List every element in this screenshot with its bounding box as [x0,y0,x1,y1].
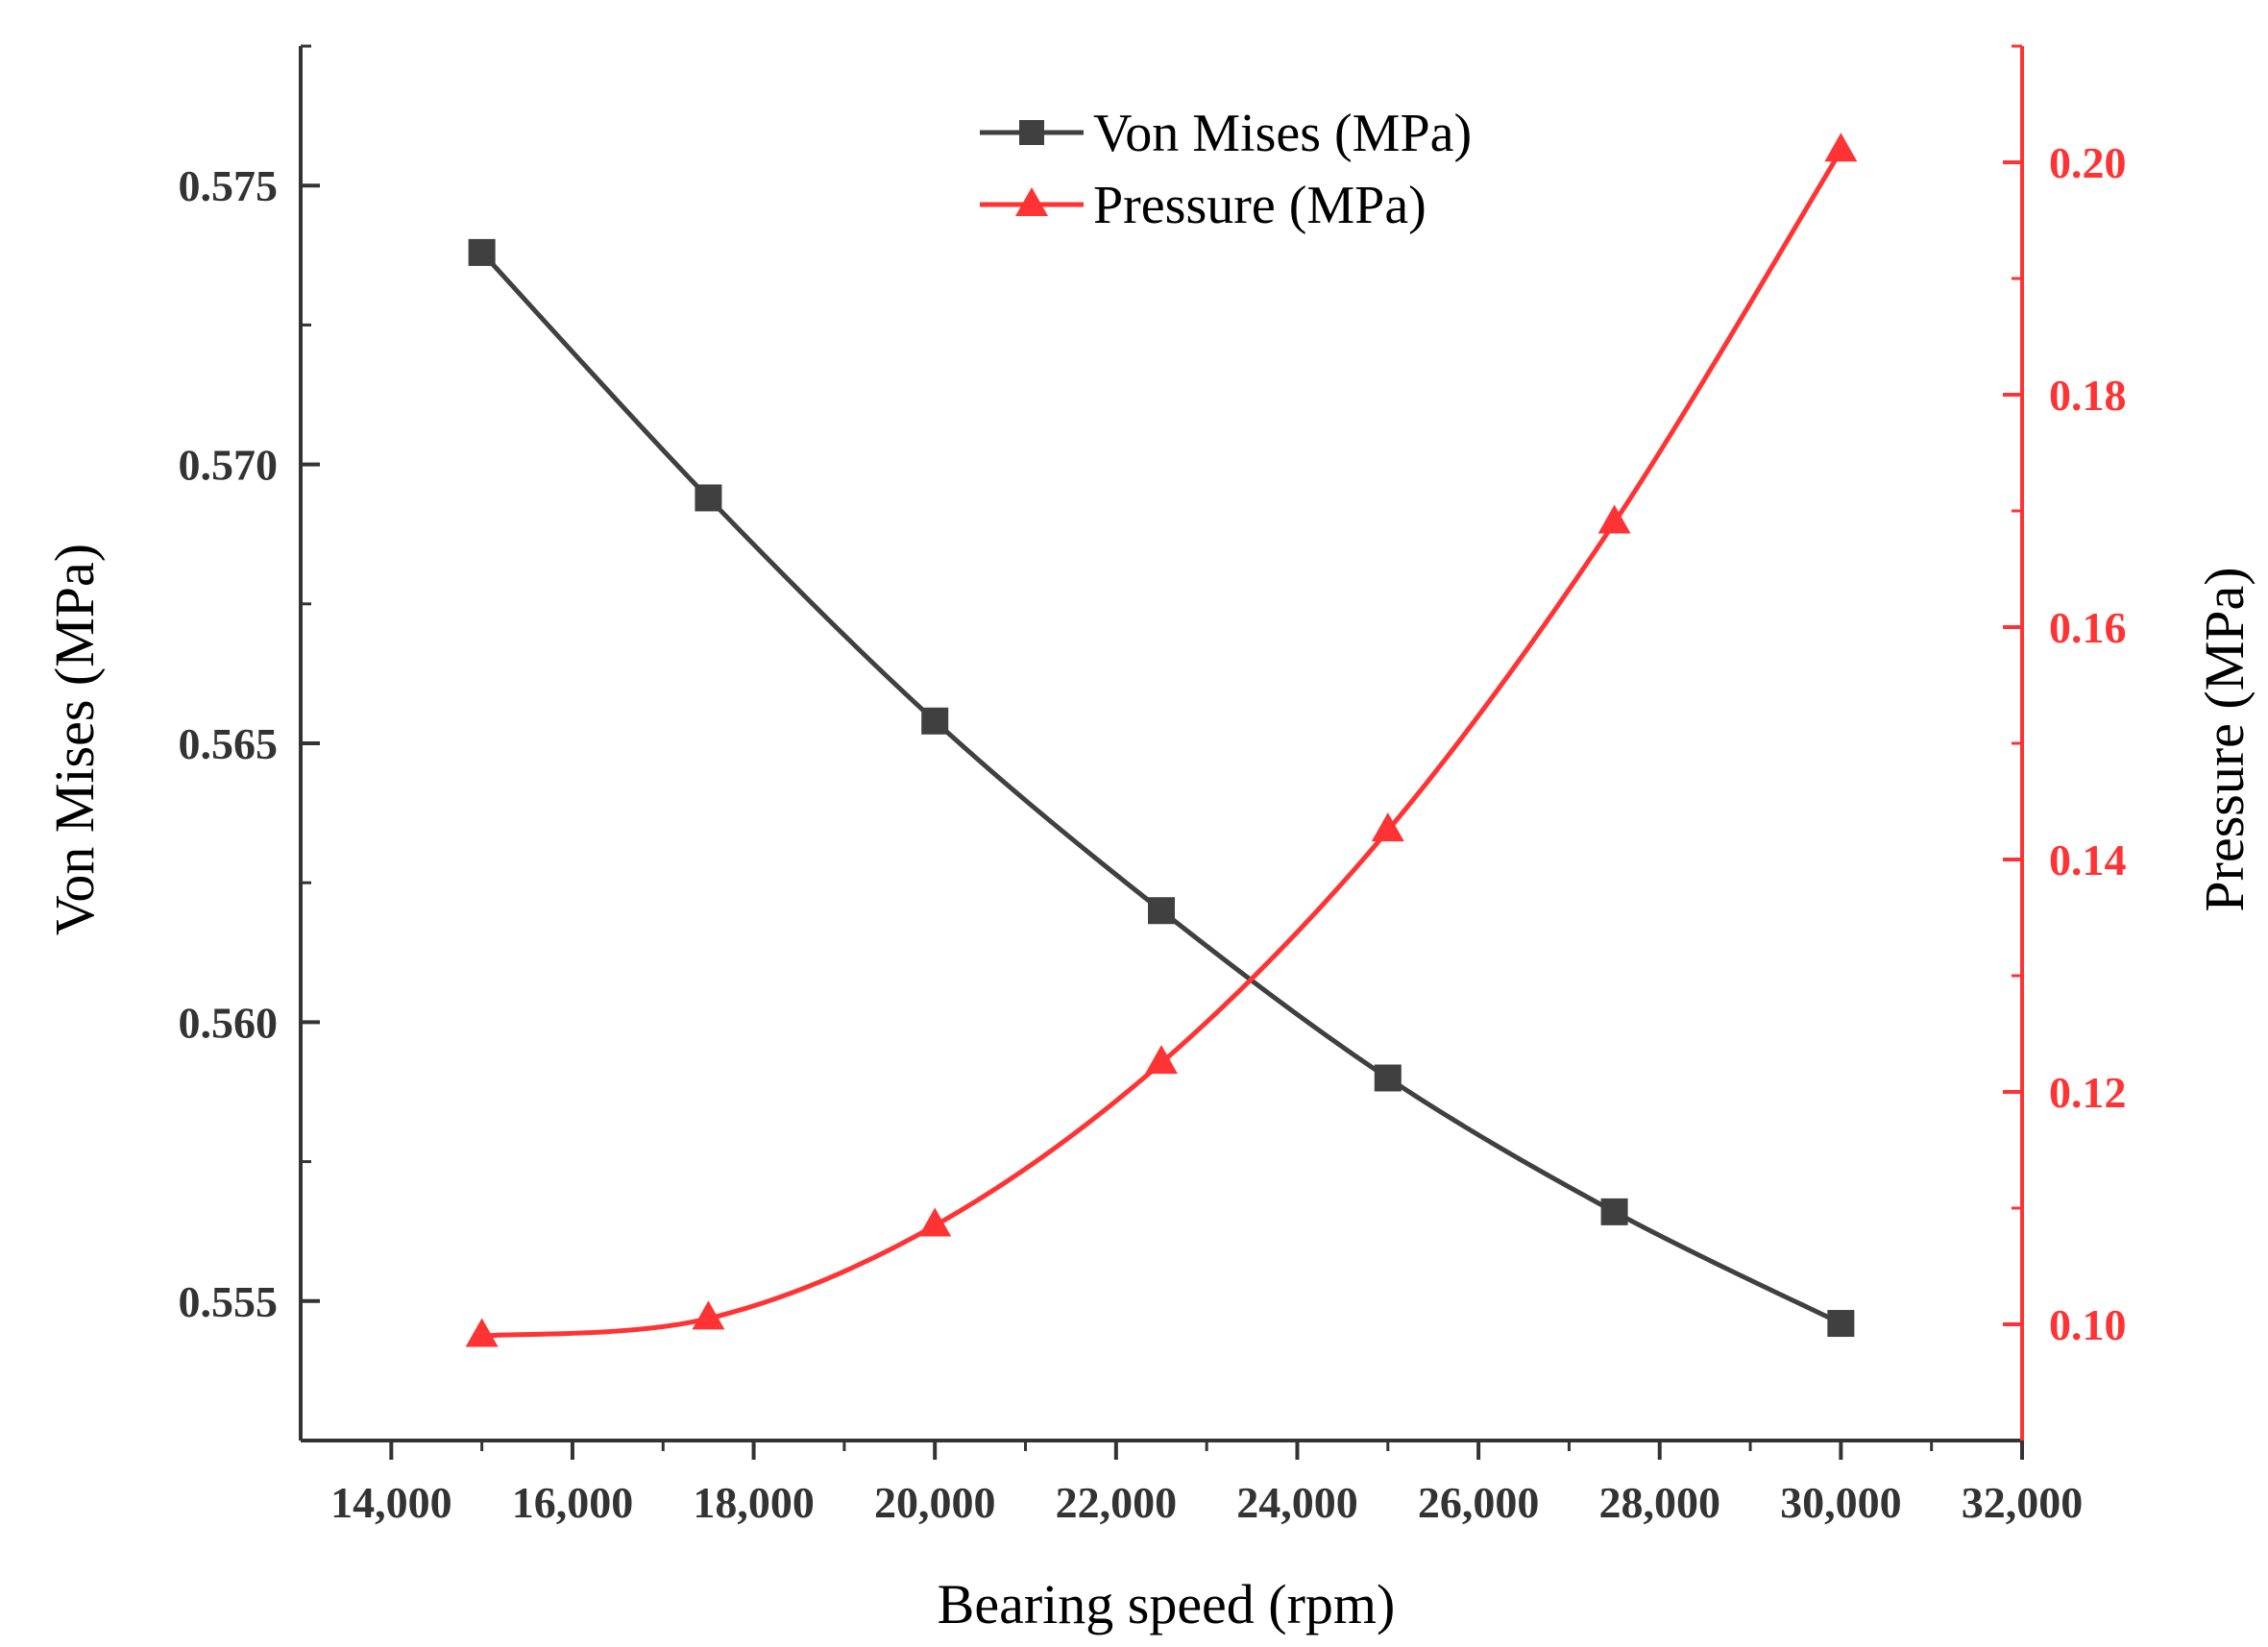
pressure-point [692,1300,725,1330]
series-layer [465,133,1858,1347]
von-mises-point [1600,1198,1628,1225]
von-mises-point [695,484,722,512]
legend-von-mises-label: Von Mises (MPa) [1093,104,1472,163]
x-tick-label: 28,000 [1598,1478,1720,1527]
x-tick-label: 18,000 [693,1478,815,1527]
legend-pressure-label: Pressure (MPa) [1093,176,1427,235]
y-left-tick-label: 0.555 [179,1277,279,1326]
legend-pressure-marker [1015,187,1048,216]
von-mises-point [468,238,496,266]
y-right-tick-label: 0.20 [2049,138,2127,187]
pressure-point [918,1207,952,1237]
pressure-point [1824,133,1858,162]
von-mises-series-line [479,251,1842,1326]
pressure-point [1145,1045,1178,1075]
x-axis-title: Bearing speed (rpm) [938,1573,1396,1635]
x-tick-label: 30,000 [1780,1478,1902,1527]
y-right-tick-label: 0.12 [2049,1068,2127,1117]
y-left-tick-label: 0.570 [179,441,279,490]
pressure-point [1597,504,1631,534]
von-mises-point [1374,1064,1402,1092]
von-mises-point [921,707,949,735]
x-tick-label: 14,000 [330,1478,452,1527]
legend-von-mises-marker [1019,120,1044,145]
pressure-point [1371,812,1404,842]
legend: Von Mises (MPa) Pressure (MPa) [980,104,1472,235]
pressure-series-line [481,149,1843,1339]
x-tick-label: 20,000 [874,1478,996,1527]
x-tick-label: 26,000 [1418,1478,1540,1527]
axes: 14,000 16,000 18,000 20,000 22,000 24,000 26,0… [179,44,2127,1527]
y-left-tick-label: 0.565 [179,719,279,768]
y-right-tick-label: 0.16 [2049,603,2127,652]
y-left-tick-label: 0.560 [179,998,279,1047]
x-tick-label: 22,000 [1056,1478,1178,1527]
y-left-tick-label: 0.575 [179,161,279,210]
y-axis-left-title: Von Mises (MPa) [43,544,106,935]
y-right-tick-label: 0.10 [2049,1300,2127,1349]
y-right-tick-label: 0.14 [2049,836,2127,884]
x-tick-label: 16,000 [512,1478,634,1527]
y-right-tick-label: 0.18 [2049,371,2127,420]
y-axis-right-title: Pressure (MPa) [2193,567,2256,911]
von-mises-point [1148,897,1175,925]
pressure-point [465,1318,499,1347]
x-tick-label: 32,000 [1962,1478,2084,1527]
von-mises-point [1827,1310,1855,1338]
x-tick-label: 24,000 [1236,1478,1358,1527]
